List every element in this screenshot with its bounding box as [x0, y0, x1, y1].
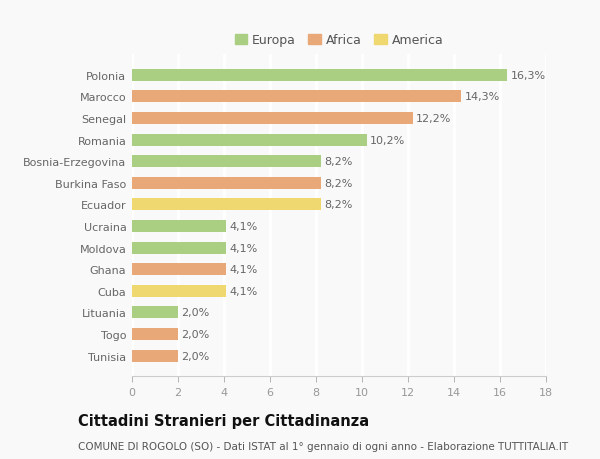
Text: 10,2%: 10,2%	[370, 135, 406, 145]
Bar	[132, 307, 178, 319]
Bar	[132, 350, 178, 362]
Text: 8,2%: 8,2%	[324, 157, 352, 167]
Text: 16,3%: 16,3%	[511, 71, 545, 81]
Text: 8,2%: 8,2%	[324, 200, 352, 210]
Bar	[132, 242, 226, 254]
Text: 4,1%: 4,1%	[230, 286, 258, 296]
Bar	[132, 113, 413, 125]
Text: 4,1%: 4,1%	[230, 222, 258, 231]
Bar	[132, 70, 507, 82]
Bar	[132, 91, 461, 103]
Text: 2,0%: 2,0%	[181, 351, 210, 361]
Bar	[132, 178, 320, 189]
Text: COMUNE DI ROGOLO (SO) - Dati ISTAT al 1° gennaio di ogni anno - Elaborazione TUT: COMUNE DI ROGOLO (SO) - Dati ISTAT al 1°…	[78, 441, 568, 451]
Bar	[132, 328, 178, 340]
Text: 14,3%: 14,3%	[464, 92, 500, 102]
Text: 4,1%: 4,1%	[230, 265, 258, 274]
Text: Cittadini Stranieri per Cittadinanza: Cittadini Stranieri per Cittadinanza	[78, 413, 369, 428]
Bar	[132, 134, 367, 146]
Text: 2,0%: 2,0%	[181, 329, 210, 339]
Legend: Europa, Africa, America: Europa, Africa, America	[229, 29, 449, 52]
Bar	[132, 156, 320, 168]
Text: 4,1%: 4,1%	[230, 243, 258, 253]
Text: 2,0%: 2,0%	[181, 308, 210, 318]
Bar	[132, 285, 226, 297]
Bar	[132, 221, 226, 232]
Text: 12,2%: 12,2%	[416, 114, 451, 124]
Bar	[132, 263, 226, 275]
Text: 8,2%: 8,2%	[324, 179, 352, 188]
Bar	[132, 199, 320, 211]
